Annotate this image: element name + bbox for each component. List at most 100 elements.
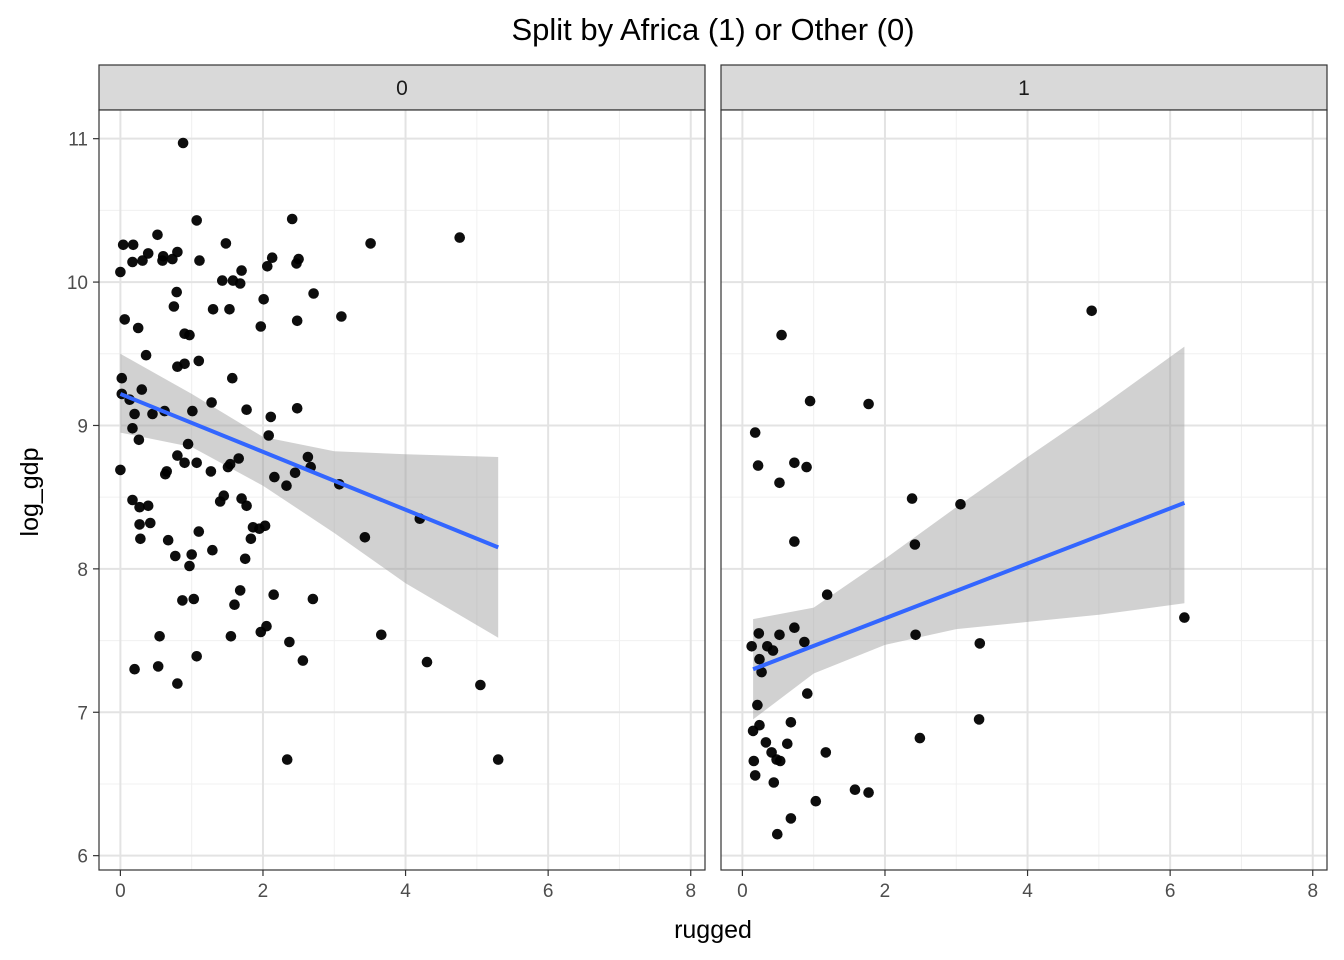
data-point <box>909 539 921 550</box>
data-point <box>188 593 200 605</box>
data-point <box>821 589 833 600</box>
data-point <box>307 593 319 605</box>
data-point <box>184 560 195 572</box>
data-point <box>239 553 251 565</box>
y-tick-label: 8 <box>77 560 88 581</box>
data-point <box>748 755 760 767</box>
data-point <box>1086 305 1097 317</box>
data-point <box>147 408 158 420</box>
data-point <box>772 828 783 840</box>
data-point <box>774 629 785 641</box>
data-point <box>863 787 874 798</box>
data-point <box>799 636 810 648</box>
data-point <box>752 460 764 471</box>
panel-border <box>98 109 706 871</box>
data-point <box>749 770 761 781</box>
data-point <box>234 585 246 596</box>
x-tick-label: 8 <box>685 881 696 902</box>
data-point <box>774 755 786 767</box>
data-point <box>207 304 219 315</box>
facet-panel-1: 1 0 2 4 6 8 <box>720 64 1328 902</box>
data-point <box>191 651 202 662</box>
data-point <box>133 434 145 446</box>
data-point <box>789 536 800 547</box>
data-point <box>194 255 205 266</box>
data-point <box>162 534 174 546</box>
data-point <box>804 395 816 407</box>
data-point <box>268 589 280 600</box>
data-point <box>140 349 152 361</box>
data-point <box>776 329 787 341</box>
chart-title: Split by Africa (1) or Other (0) <box>511 12 914 47</box>
facet-strip-label: 0 <box>396 77 408 100</box>
data-point <box>115 266 126 278</box>
data-point <box>820 747 832 758</box>
x-tick-label: 4 <box>1022 881 1033 902</box>
data-point <box>116 372 128 384</box>
data-point <box>236 265 247 276</box>
data-point <box>789 622 800 633</box>
y-tick-label: 11 <box>68 130 88 151</box>
data-point <box>269 471 280 483</box>
data-point <box>863 398 874 410</box>
data-point <box>974 638 986 649</box>
regression-line <box>752 501 1186 672</box>
data-point <box>127 256 138 268</box>
data-point <box>168 301 180 312</box>
data-point <box>157 255 168 266</box>
data-point <box>774 477 785 489</box>
data-point <box>241 500 252 512</box>
data-point <box>258 294 270 305</box>
data-point <box>1179 612 1190 623</box>
data-point <box>218 490 230 502</box>
data-point <box>224 304 235 315</box>
data-point <box>785 717 797 728</box>
data-point <box>789 457 800 469</box>
data-point <box>245 533 257 545</box>
x-tick-label: 2 <box>258 881 269 902</box>
data-point <box>117 239 129 251</box>
x-tick-label: 6 <box>1165 881 1176 902</box>
data-point <box>376 629 387 641</box>
data-point <box>225 631 237 642</box>
data-point <box>492 754 504 765</box>
x-tick-label: 6 <box>543 881 554 902</box>
data-point <box>205 466 217 477</box>
data-point <box>768 777 780 788</box>
data-point <box>760 737 772 748</box>
data-point <box>782 738 793 750</box>
data-point <box>291 315 303 327</box>
data-point <box>475 679 486 691</box>
data-point <box>129 663 140 675</box>
data-point <box>359 532 371 543</box>
x-tick-label: 2 <box>880 881 891 902</box>
x-tick-label: 0 <box>115 881 126 902</box>
data-point <box>255 321 267 332</box>
data-point <box>241 404 252 416</box>
data-point <box>154 631 165 642</box>
data-point <box>336 311 347 322</box>
data-point <box>906 493 918 504</box>
data-point <box>193 526 205 537</box>
data-point <box>233 453 244 464</box>
data-point <box>291 403 303 414</box>
panel-background <box>721 110 1327 870</box>
facet-strip-label: 1 <box>1018 77 1030 100</box>
data-point <box>266 252 278 263</box>
x-axis-title: rugged <box>674 916 752 944</box>
data-point <box>263 430 275 441</box>
y-axis-title: log_gdp <box>16 448 44 537</box>
data-point <box>286 213 298 225</box>
confidence-band <box>120 353 499 638</box>
data-point <box>172 450 183 461</box>
data-point <box>177 595 188 606</box>
y-tick-label: 9 <box>77 416 88 437</box>
data-point <box>136 384 148 395</box>
data-point <box>129 408 140 420</box>
data-point <box>259 520 271 532</box>
data-point <box>170 550 181 562</box>
data-point <box>220 238 232 249</box>
data-point <box>134 519 145 530</box>
data-point <box>756 666 767 678</box>
data-point <box>255 626 267 638</box>
